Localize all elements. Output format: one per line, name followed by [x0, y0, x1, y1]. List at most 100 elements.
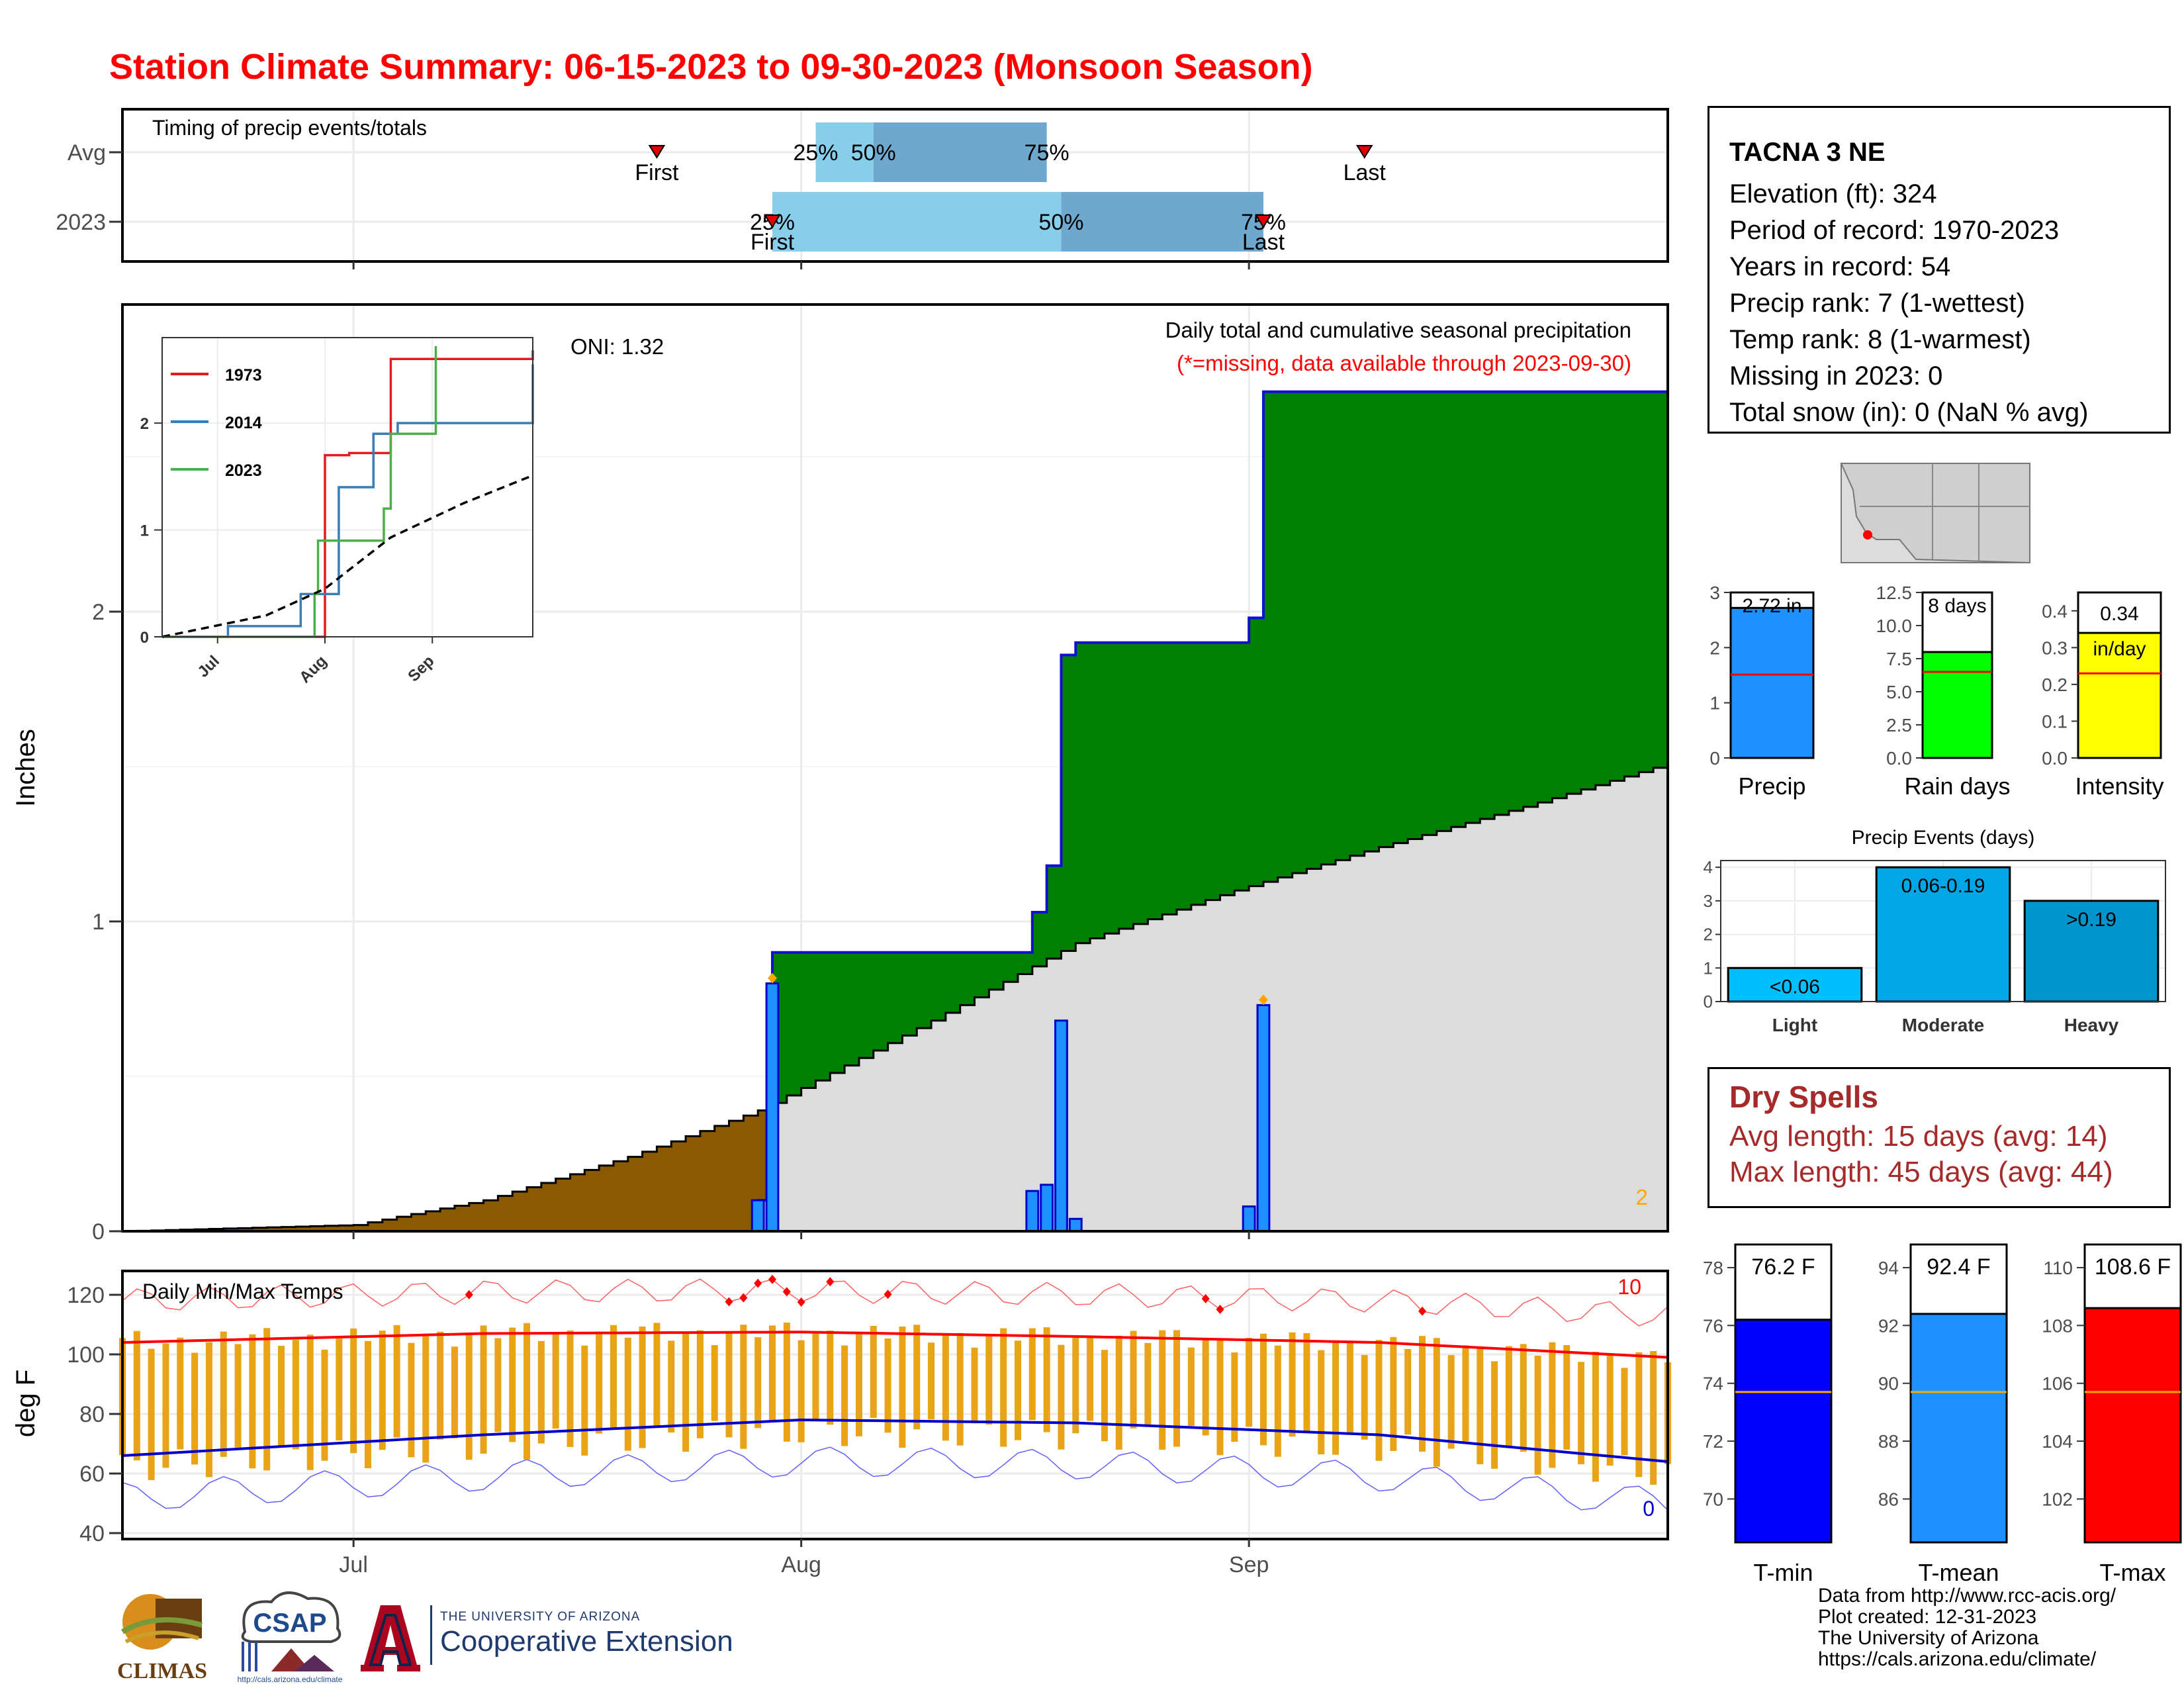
daily-bar-marker — [1258, 994, 1268, 1006]
daily-temp-range-bar — [827, 1331, 834, 1425]
daily-temp-range-bar — [1202, 1338, 1209, 1436]
daily-temp-range-bar — [480, 1325, 487, 1454]
timing-last-marker — [1255, 214, 1272, 228]
t-max-y-tick-label: 104 — [2042, 1431, 2073, 1452]
record-high-marker — [1418, 1306, 1427, 1316]
station-missing: Missing in 2023: 0 — [1729, 361, 1943, 391]
daily-temp-range-bar — [177, 1337, 184, 1450]
dry-spells-max: Max length: 45 days (avg: 44) — [1729, 1156, 2113, 1188]
precip-panel-subtitle: (*=missing, data available through 2023-… — [1177, 351, 1631, 375]
inset-border — [161, 337, 533, 637]
daily-temp-range-bar — [855, 1332, 862, 1436]
events-y-tick-label: 3 — [1704, 891, 1713, 911]
daily-temp-range-bar — [523, 1323, 531, 1460]
intensity-value-label-2: in/day — [2093, 638, 2146, 660]
daily-temp-range-bar — [422, 1336, 430, 1463]
timing-panel-title: Timing of precip events/totals — [152, 116, 427, 140]
daily-temp-range-bar — [1606, 1354, 1614, 1466]
record-high-marker — [1216, 1305, 1224, 1315]
intensity-y-tick-label: 0.2 — [2042, 675, 2068, 695]
precip-total-y-tick-label: 2 — [1709, 637, 1720, 658]
station-name: TACNA 3 NE — [1729, 138, 1886, 167]
timing-first-label: First — [751, 230, 795, 255]
timing-box-lower — [772, 192, 1062, 252]
daily-temp-range-bar — [596, 1333, 603, 1434]
dry-spells-avg: Avg length: 15 days (avg: 14) — [1729, 1120, 2108, 1152]
record-high-marker — [826, 1277, 835, 1287]
t-max-bar — [2083, 1307, 2182, 1544]
t-mean-y-tick-label: 92 — [1878, 1315, 1899, 1336]
daily-temp-range-bar — [1115, 1335, 1122, 1450]
daily-temp-range-bar — [379, 1331, 386, 1450]
daily-temp-range-bar — [393, 1325, 400, 1438]
rain-days-bar — [1921, 651, 1993, 759]
daily-precip-bar — [1040, 1184, 1054, 1233]
daily-temp-range-bar — [1303, 1333, 1310, 1432]
daily-temp-range-bar — [783, 1322, 790, 1442]
t-mean-bar — [1909, 1313, 2008, 1544]
daily-temp-range-bar — [1159, 1330, 1166, 1450]
t-min-bar — [1734, 1319, 1833, 1544]
timing-box-upper — [1061, 192, 1263, 252]
credit-url: https://cals.arizona.edu/climate/ — [1818, 1648, 2097, 1670]
daily-temp-range-bar — [1318, 1350, 1325, 1455]
temp-panel-title: Daily Min/Max Temps — [142, 1280, 343, 1303]
ua-logo-separator — [430, 1605, 432, 1665]
events-bar-label: >0.19 — [2066, 909, 2116, 931]
dry-spells-title: Dry Spells — [1729, 1080, 1878, 1114]
station-location-dot — [1863, 530, 1872, 539]
daily-temp-range-bar — [1101, 1350, 1108, 1442]
daily-temp-range-bar — [581, 1345, 588, 1456]
t-mean-value-label: 92.4 F — [1927, 1254, 1990, 1280]
t-min-y-tick-label: 70 — [1703, 1489, 1723, 1509]
t-mean-category-label: T-mean — [1918, 1559, 1999, 1586]
daily-temp-range-bar — [336, 1338, 343, 1441]
t-min-y-tick-label: 72 — [1703, 1431, 1723, 1452]
daily-temp-range-bar — [1563, 1345, 1570, 1450]
station-elevation: Elevation (ft): 324 — [1729, 179, 1937, 209]
t-min-value-label: 76.2 F — [1751, 1254, 1815, 1280]
timing-q75-label: 75% — [1024, 140, 1069, 165]
daily-temp-range-bar — [884, 1338, 891, 1433]
events-y-tick-label: 2 — [1704, 925, 1713, 945]
daily-temp-range-bar — [1187, 1347, 1195, 1426]
rain-days-y-tick-label: 2.5 — [1886, 715, 1912, 735]
tmin-avg-line — [122, 1418, 1668, 1463]
daily-temp-range-bar — [1058, 1344, 1065, 1450]
daily-temp-range-bar — [797, 1340, 805, 1442]
inset-y-tick-label: 0 — [140, 629, 149, 647]
daily-temp-range-bar — [1375, 1340, 1383, 1461]
daily-temp-range-bar — [162, 1343, 169, 1468]
climas-logo: CLIMAS — [117, 1594, 207, 1683]
climas-logo-text: CLIMAS — [117, 1659, 207, 1683]
timing-box-lower — [815, 122, 874, 182]
temp-y-tick-label: 60 — [79, 1462, 105, 1487]
daily-temp-range-bar — [696, 1330, 704, 1438]
csap-logo: CSAP http://cals.arizona.edu/climate — [238, 1591, 343, 1684]
temp-x-tick-label: Jul — [339, 1552, 367, 1577]
daily-temp-range-bar — [220, 1331, 227, 1457]
daily-temp-range-bar — [263, 1328, 271, 1471]
timing-first-label: First — [635, 160, 679, 185]
daily-temp-range-bar — [292, 1340, 299, 1450]
precip-total-bar — [1729, 606, 1815, 759]
record-high-marker — [754, 1278, 762, 1288]
daily-temp-range-bar — [1087, 1335, 1094, 1421]
daily-precip-bar — [1054, 1019, 1068, 1233]
daily-precip-bar — [765, 982, 780, 1233]
daily-temp-range-bar — [740, 1325, 747, 1449]
daily-precip-bar — [1025, 1190, 1040, 1233]
rain-days-category-label: Rain days — [1904, 773, 2010, 800]
daily-temp-range-bar — [306, 1335, 314, 1470]
credit-plot-created: Plot created: 12-31-2023 — [1818, 1606, 2037, 1628]
daily-precip-bar — [1068, 1217, 1083, 1233]
record-low-line — [122, 1446, 1668, 1511]
dry-spells-box: Dry Spells Avg length: 15 days (avg: 14)… — [1707, 1067, 2171, 1208]
ua-logo-extension: Cooperative Extension — [440, 1625, 733, 1658]
temp-corner-bottom: 0 — [1643, 1497, 1655, 1521]
t-mean-y-tick-label: 94 — [1878, 1258, 1899, 1278]
credit-data-source: Data from http://www.rcc-acis.org/ — [1818, 1585, 2116, 1607]
record-high-marker — [768, 1274, 777, 1284]
station-temp-rank: Temp rank: 8 (1-warmest) — [1729, 325, 2031, 354]
inset-series-avg — [161, 474, 533, 638]
